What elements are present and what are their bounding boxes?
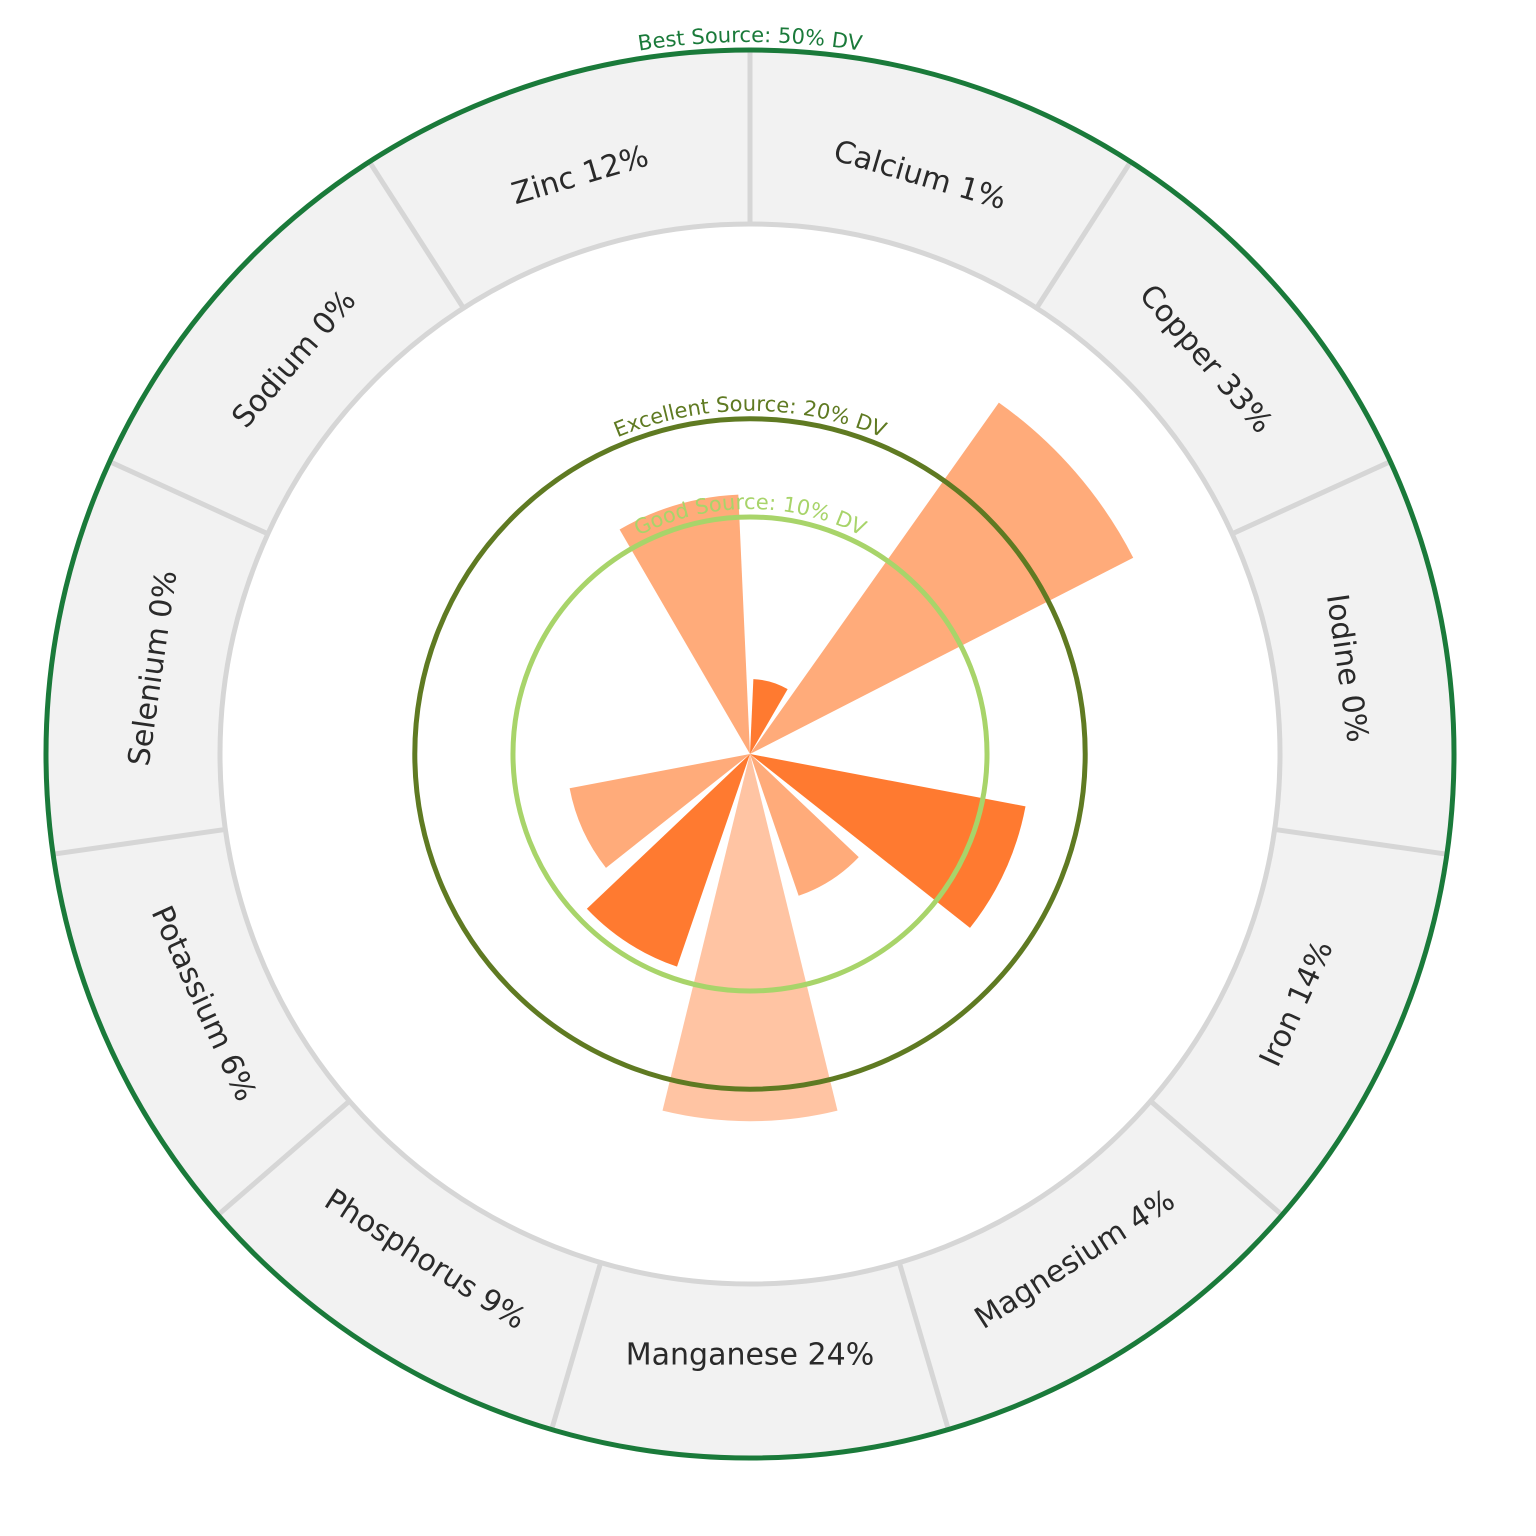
segment-divider: [549, 1261, 604, 1431]
segment-divider: [367, 160, 466, 310]
segment-label-manganese: Manganese 24%: [626, 1338, 874, 1373]
segment-divider: [1034, 160, 1133, 310]
segment-divider: [896, 1261, 951, 1431]
segment-divider: [52, 826, 226, 857]
segment-divider: [1231, 459, 1392, 537]
bar-series: [569, 402, 1134, 1122]
segment-divider: [108, 459, 269, 537]
bar-potassium: [569, 754, 750, 868]
ref-circle-50: [43, 47, 1457, 1461]
bar-magnesium: [750, 754, 859, 896]
segment-divider: [1148, 1099, 1284, 1217]
label-ring: [46, 50, 1454, 1458]
bar-phosphorus: [586, 754, 750, 967]
ref-circle-20: [412, 416, 1088, 1092]
bar-manganese: [662, 754, 838, 1122]
bar-iron: [750, 754, 1026, 928]
bar-calcium: [750, 679, 788, 754]
segment-divider: [216, 1099, 352, 1217]
segment-divider: [1274, 826, 1448, 857]
ref-circle-10: [510, 514, 990, 994]
bar-copper: [750, 402, 1134, 754]
bar-zinc: [619, 494, 750, 754]
